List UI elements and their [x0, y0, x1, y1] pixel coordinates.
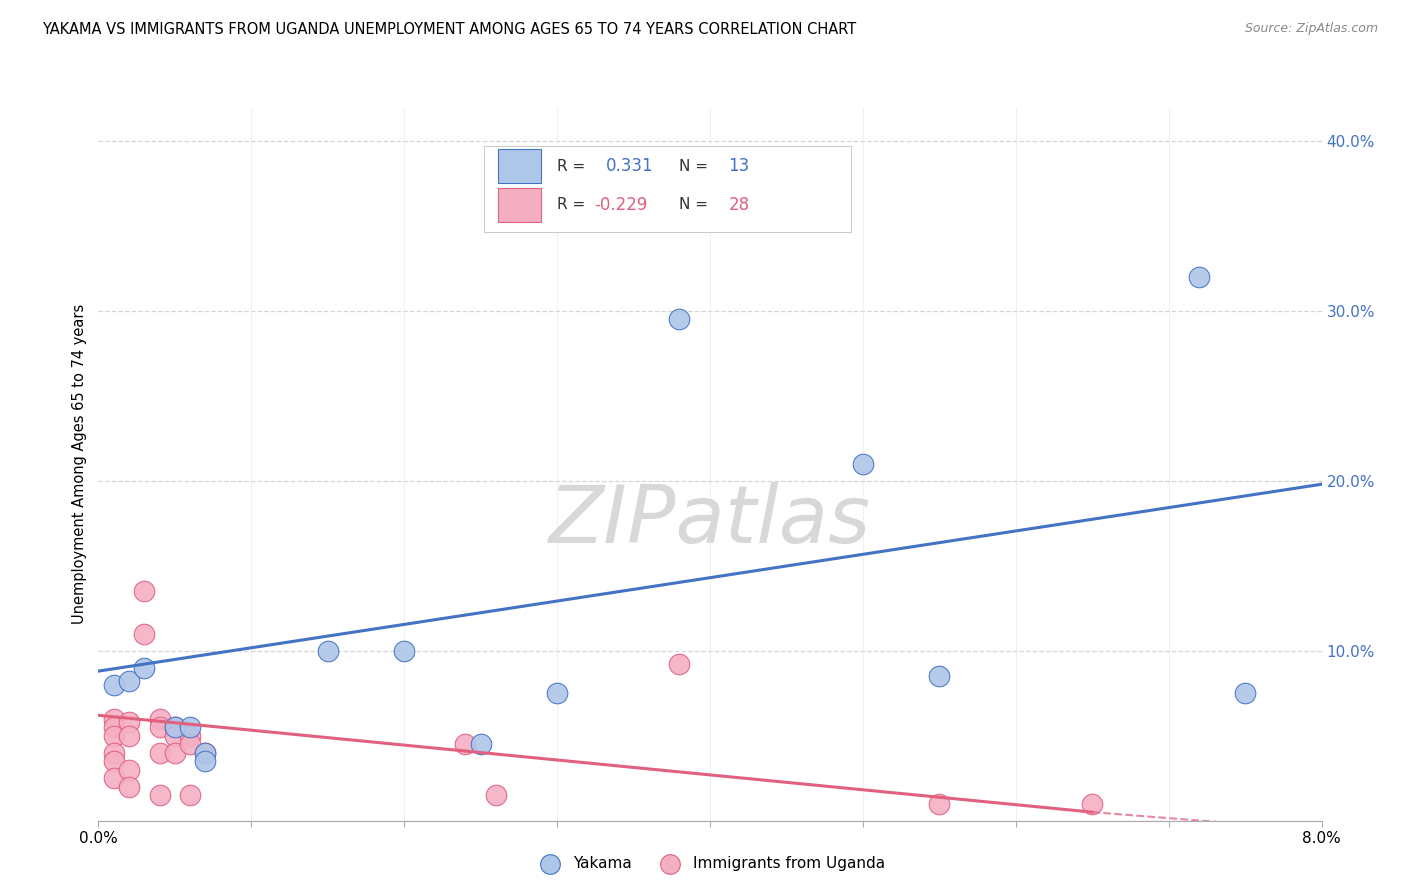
Point [103, 746, 125, 760]
Point [163, 729, 186, 743]
Y-axis label: Unemployment Among Ages 65 to 74 years: Unemployment Among Ages 65 to 74 years [72, 303, 87, 624]
Point [103, 754, 125, 768]
Text: 13: 13 [728, 157, 749, 175]
Point [928, 669, 950, 683]
FancyBboxPatch shape [498, 149, 541, 184]
Point [163, 746, 186, 760]
Point [118, 715, 141, 730]
Point [668, 657, 690, 672]
FancyBboxPatch shape [484, 146, 851, 232]
Point [118, 674, 141, 689]
Point [134, 626, 156, 640]
Point [163, 720, 186, 734]
Point [134, 661, 156, 675]
Point [179, 737, 201, 751]
Point [485, 788, 508, 802]
Point [103, 720, 125, 734]
Point [454, 737, 477, 751]
Point [928, 797, 950, 811]
Legend: Yakama, Immigrants from Uganda: Yakama, Immigrants from Uganda [529, 850, 891, 877]
Text: YAKAMA VS IMMIGRANTS FROM UGANDA UNEMPLOYMENT AMONG AGES 65 TO 74 YEARS CORRELAT: YAKAMA VS IMMIGRANTS FROM UGANDA UNEMPLO… [42, 22, 856, 37]
Point [118, 780, 141, 794]
Point [149, 712, 172, 726]
Point [194, 754, 217, 768]
Point [1188, 269, 1211, 284]
Text: R =: R = [557, 159, 591, 174]
Point [1234, 686, 1257, 700]
Point [103, 712, 125, 726]
Point [163, 720, 186, 734]
Point [1081, 797, 1104, 811]
Point [149, 746, 172, 760]
Point [103, 678, 125, 692]
Point [179, 720, 201, 734]
Point [194, 746, 217, 760]
Point [149, 720, 172, 734]
Text: 0.331: 0.331 [606, 157, 654, 175]
Point [103, 771, 125, 785]
Point [118, 763, 141, 777]
Point [194, 746, 217, 760]
Point [316, 644, 339, 658]
FancyBboxPatch shape [498, 187, 541, 222]
Point [118, 729, 141, 743]
Point [134, 584, 156, 599]
Point [852, 457, 875, 471]
Text: -0.229: -0.229 [593, 196, 647, 214]
Point [546, 686, 568, 700]
Text: Source: ZipAtlas.com: Source: ZipAtlas.com [1244, 22, 1378, 36]
Point [149, 788, 172, 802]
Text: 28: 28 [728, 196, 749, 214]
Point [179, 729, 201, 743]
Text: ZIPatlas: ZIPatlas [548, 482, 872, 560]
Point [179, 788, 201, 802]
Text: N =: N = [679, 197, 713, 212]
Text: N =: N = [679, 159, 713, 174]
Text: R =: R = [557, 197, 591, 212]
Point [103, 729, 125, 743]
Point [392, 644, 416, 658]
Point [470, 737, 492, 751]
Point [668, 312, 690, 326]
